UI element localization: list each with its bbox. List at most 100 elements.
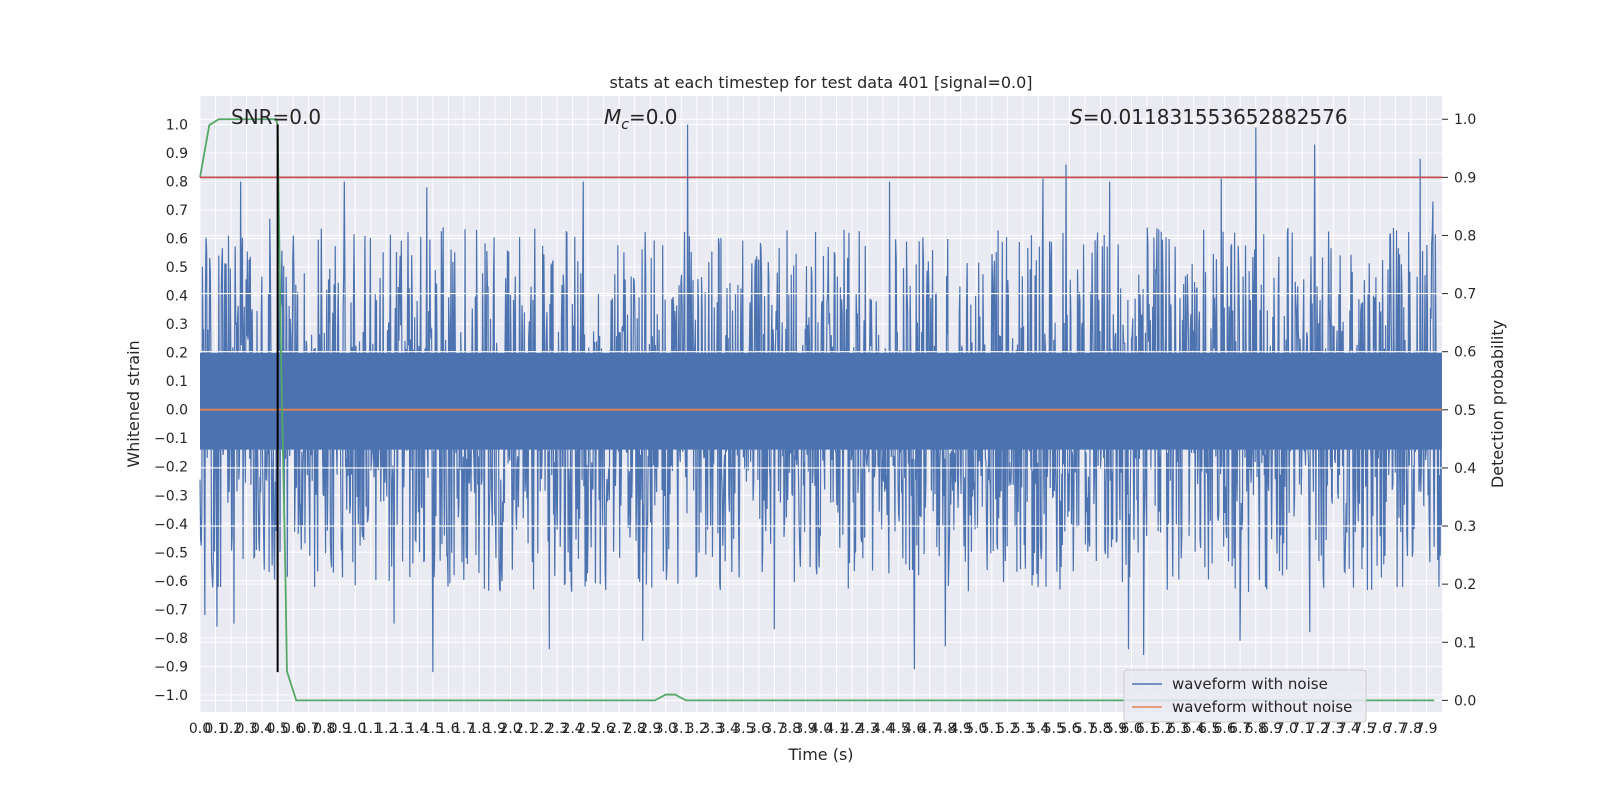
x-tick-label: 1.4 xyxy=(406,721,428,737)
x-tick-label: 7.3 xyxy=(1322,721,1344,737)
x-tick-label: 4.5 xyxy=(887,721,909,737)
chart-title: stats at each timestep for test data 401… xyxy=(609,73,1032,92)
x-tick-label: 5.2 xyxy=(996,721,1018,737)
x-tick-label: 2.7 xyxy=(608,721,630,737)
x-tick-label: 4.1 xyxy=(825,721,847,737)
axes: 0.00.10.20.30.40.50.60.70.80.91.01.11.21… xyxy=(154,112,1476,737)
x-tick-label: 5.6 xyxy=(1058,721,1080,737)
x-tick-label: 0.8 xyxy=(313,721,335,737)
waveform-with-noise-series xyxy=(199,124,1442,673)
legend-box xyxy=(1123,669,1367,723)
x-tick-label: 3.2 xyxy=(686,721,708,737)
x-tick-label: 5.8 xyxy=(1089,721,1111,737)
y-tick-label-left: 0.3 xyxy=(166,317,188,333)
mc-value: =0.0 xyxy=(629,105,678,129)
y-tick-label-left: 0.6 xyxy=(166,232,188,248)
y-tick-label-right: 1.0 xyxy=(1454,112,1476,128)
x-tick-label: 4.7 xyxy=(919,721,941,737)
x-axis-label: Time (s) xyxy=(787,745,853,764)
y-tick-label-left: 0.8 xyxy=(166,175,188,191)
x-tick-label: 2.4 xyxy=(561,721,583,737)
x-tick-label: 0.9 xyxy=(329,721,351,737)
x-tick-label: 0.7 xyxy=(298,721,320,737)
x-tick-label: 6.3 xyxy=(1167,721,1189,737)
x-tick-label: 4.8 xyxy=(934,721,956,737)
x-tick-label: 1.1 xyxy=(360,721,382,737)
x-tick-label: 7.2 xyxy=(1307,721,1329,737)
x-tick-label: 3.8 xyxy=(779,721,801,737)
x-tick-label: 1.6 xyxy=(437,721,459,737)
y-tick-label-left: 0.0 xyxy=(166,403,188,419)
x-tick-label: 2.0 xyxy=(499,721,521,737)
y-tick-label-left: 0.5 xyxy=(166,260,188,276)
y-tick-label-right: 0.8 xyxy=(1454,228,1476,244)
y-tick-label-left: −0.1 xyxy=(154,431,188,447)
x-tick-label: 6.9 xyxy=(1260,721,1282,737)
x-tick-label: 7.7 xyxy=(1384,721,1406,737)
y-tick-label-left: −1.0 xyxy=(154,688,188,704)
y-tick-label-left: 0.7 xyxy=(166,203,188,219)
x-tick-label: 3.9 xyxy=(794,721,816,737)
y-tick-label-left: −0.8 xyxy=(154,631,188,647)
x-tick-label: 3.7 xyxy=(763,721,785,737)
x-tick-label: 6.8 xyxy=(1245,721,1267,737)
mc-subscript: c xyxy=(621,117,629,133)
y-tick-label-left: −0.2 xyxy=(154,460,188,476)
x-tick-label: 6.2 xyxy=(1151,721,1173,737)
x-tick-label: 1.9 xyxy=(484,721,506,737)
x-tick-label: 2.8 xyxy=(624,721,646,737)
mc-annotation: Mc=0.0 xyxy=(604,105,678,133)
x-tick-label: 6.7 xyxy=(1229,721,1251,737)
y-tick-label-right: 0.6 xyxy=(1454,345,1476,361)
y-tick-label-left: 0.9 xyxy=(166,146,188,162)
y-tick-label-right: 0.0 xyxy=(1454,693,1476,709)
y-tick-label-left: 0.4 xyxy=(166,289,188,305)
x-tick-label: 7.8 xyxy=(1400,721,1422,737)
x-tick-label: 7.0 xyxy=(1276,721,1298,737)
y-tick-label-right: 0.2 xyxy=(1454,577,1476,593)
x-tick-label: 0.0 xyxy=(189,721,211,737)
x-tick-label: 5.9 xyxy=(1105,721,1127,737)
series-line-2 xyxy=(199,118,1435,702)
x-tick-label: 2.9 xyxy=(639,721,661,737)
snr-annotation: SNR=0.0 xyxy=(231,105,321,129)
x-tick-label: 0.6 xyxy=(282,721,304,737)
x-tick-label: 6.0 xyxy=(1120,721,1142,737)
x-tick-label: 0.1 xyxy=(204,721,226,737)
y-axis-label-right: Detection probability xyxy=(1488,320,1507,488)
y-tick-label-left: 1.0 xyxy=(166,118,188,134)
x-tick-label: 6.5 xyxy=(1198,721,1220,737)
x-tick-label: 4.3 xyxy=(856,721,878,737)
x-tick-label: 7.6 xyxy=(1369,721,1391,737)
x-tick-label: 6.4 xyxy=(1182,721,1204,737)
y-tick-label-left: −0.7 xyxy=(154,602,188,618)
x-tick-label: 0.2 xyxy=(220,721,242,737)
y-tick-label-left: −0.9 xyxy=(154,659,188,675)
x-tick-label: 1.2 xyxy=(375,721,397,737)
y-tick-label-left: 0.2 xyxy=(166,346,188,362)
x-tick-label: 3.6 xyxy=(748,721,770,737)
x-tick-label: 4.6 xyxy=(903,721,925,737)
y-tick-label-left: −0.4 xyxy=(154,517,188,533)
y-tick-label-right: 0.7 xyxy=(1454,287,1476,303)
x-tick-label: 4.2 xyxy=(841,721,863,737)
x-tick-label: 7.5 xyxy=(1353,721,1375,737)
x-tick-label: 7.1 xyxy=(1291,721,1313,737)
y-tick-label-left: −0.6 xyxy=(154,574,188,590)
s-annotation: S=0.011831553652882576 xyxy=(1070,105,1348,129)
x-tick-label: 2.6 xyxy=(593,721,615,737)
x-tick-label: 7.9 xyxy=(1415,721,1437,737)
y-tick-label-right: 0.5 xyxy=(1454,403,1476,419)
y-tick-label-right: 0.4 xyxy=(1454,461,1476,477)
x-tick-label: 7.4 xyxy=(1338,721,1360,737)
y-tick-label-left: 0.1 xyxy=(166,374,188,390)
legend: waveform with noise waveform without noi… xyxy=(1123,669,1367,723)
legend-label-clean: waveform without noise xyxy=(1172,698,1352,716)
x-tick-label: 5.3 xyxy=(1012,721,1034,737)
x-tick-label: 5.4 xyxy=(1027,721,1049,737)
legend-label-noise: waveform with noise xyxy=(1172,675,1328,693)
x-tick-label: 3.4 xyxy=(717,721,739,737)
x-tick-label: 0.4 xyxy=(251,721,273,737)
x-tick-label: 4.9 xyxy=(950,721,972,737)
